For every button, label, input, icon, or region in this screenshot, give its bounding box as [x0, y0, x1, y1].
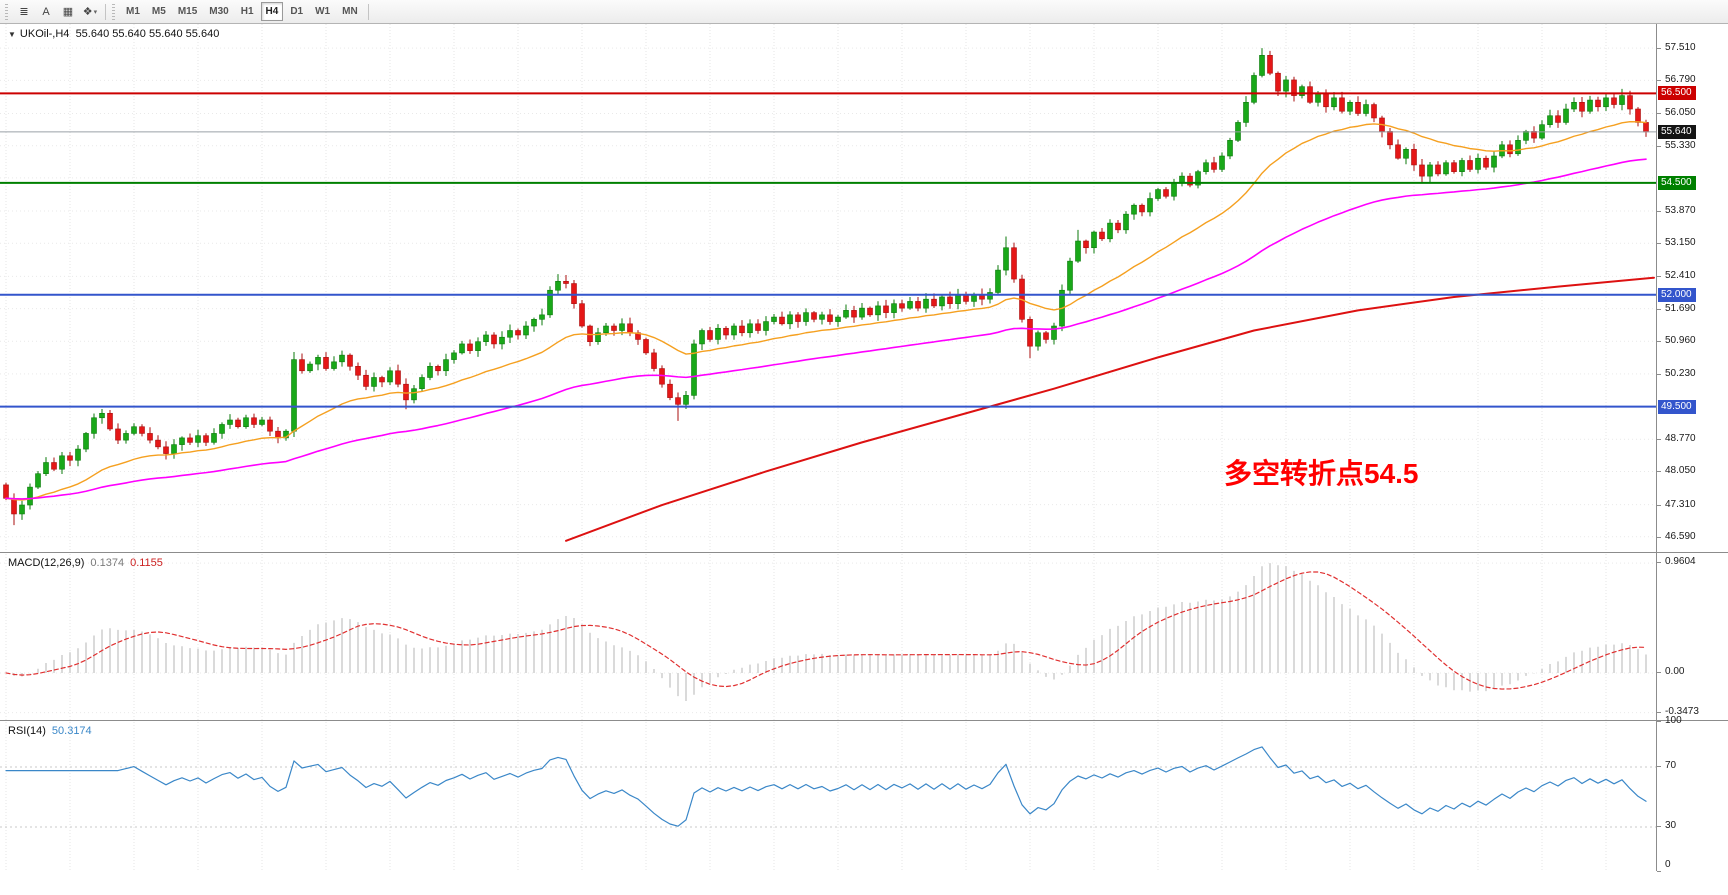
timeframe-buttons: M1 M5 M15 M30 H1 H4 D1 W1 MN	[120, 2, 364, 21]
scale-tick	[1657, 80, 1661, 82]
scale-tick	[1657, 766, 1661, 767]
scale-tick	[1657, 536, 1661, 538]
chart-stack: ▼ UKOil-,H4 55.640 55.640 55.640 55.640 多…	[0, 24, 1728, 895]
scale-tick	[1657, 341, 1661, 343]
timeframe-m30[interactable]: M30	[209, 6, 229, 17]
price-axis-label: 56.050	[1665, 107, 1696, 119]
symbol-label: UKOil-,H4	[19, 28, 70, 40]
timeframe-m1[interactable]: M1	[126, 6, 140, 17]
toolbar-separator	[105, 3, 106, 20]
price-axis-label: 57.510	[1665, 42, 1696, 54]
rsi-name: RSI(14)	[8, 725, 46, 737]
chart-dropdown-icon[interactable]: ▼	[8, 30, 16, 39]
price-tag-52.000: 52.000	[1658, 287, 1696, 302]
macd-scale-label: 0.00	[1665, 665, 1685, 677]
price-tag-49.500: 49.500	[1658, 399, 1696, 414]
scale-separator	[1657, 552, 1728, 553]
macd-signal-value: 0.1155	[130, 557, 163, 569]
toolbar-separator-2	[367, 3, 369, 20]
dropdown-caret-icon: ▾	[93, 8, 98, 16]
macd-svg	[0, 554, 1656, 720]
price-tag-56.500: 56.500	[1658, 86, 1696, 101]
ohlc-label: 55.640 55.640 55.640 55.640	[75, 28, 220, 40]
price-axis-label: 51.690	[1665, 302, 1696, 314]
macd-name: MACD(12,26,9)	[8, 557, 85, 569]
price-axis-label: 50.960	[1665, 335, 1696, 347]
chart-window-icon[interactable]: ▦	[62, 6, 74, 18]
toolbar-grip-2[interactable]	[112, 3, 115, 20]
macd-splitter[interactable]	[0, 550, 1728, 554]
timeframe-m15[interactable]: M15	[177, 6, 198, 17]
scale-tick	[1657, 48, 1661, 50]
main-chart-svg	[0, 24, 1656, 552]
toolbar-grip[interactable]	[5, 3, 8, 20]
rsi-panel[interactable]: RSI(14) 50.3174	[0, 720, 1728, 871]
price-axis-label: 48.770	[1665, 433, 1696, 445]
rsi-svg	[0, 722, 1656, 871]
price-tag-54.500: 54.500	[1658, 175, 1696, 190]
rsi-scale-label: 70	[1665, 760, 1677, 771]
price-axis-label: 48.050	[1665, 465, 1696, 477]
scale-tick	[1657, 671, 1661, 673]
price-axis-label: 53.870	[1665, 205, 1696, 217]
scale-separator	[1657, 720, 1728, 721]
scale-tick	[1657, 113, 1661, 115]
scale-tick	[1657, 721, 1661, 722]
annotation-text: 多空转折点54.5	[1224, 458, 1419, 489]
rsi-scale-label: 0	[1665, 859, 1671, 870]
line-studies-icon[interactable]: ❖ ▾	[82, 6, 98, 18]
macd-scale-label: 0.9604	[1665, 556, 1696, 568]
chart-header: ▼ UKOil-,H4 55.640 55.640 55.640 55.640	[8, 28, 219, 40]
main-chart-panel[interactable]: ▼ UKOil-,H4 55.640 55.640 55.640 55.640 多…	[0, 24, 1728, 552]
macd-indicator-label: MACD(12,26,9) 0.1374 0.1155	[8, 557, 163, 569]
timeframe-d1[interactable]: D1	[290, 6, 304, 17]
scale-tick	[1657, 373, 1661, 375]
scale-tick	[1657, 308, 1661, 310]
scale-tick	[1657, 471, 1661, 473]
top-toolbar: ≣ A ▦ ❖ ▾ M1 M5 M15 M30 H1 H4 D1 W1 MN	[0, 0, 1728, 24]
scale-tick	[1657, 211, 1661, 213]
rsi-value: 50.3174	[51, 725, 92, 737]
timeframe-h1[interactable]: H1	[240, 6, 254, 17]
timeframe-w1[interactable]: W1	[315, 6, 331, 17]
rsi-splitter[interactable]	[0, 718, 1728, 722]
scale-tick	[1657, 439, 1661, 441]
scale-tick	[1657, 562, 1661, 564]
macd-scale-label: -0.3473	[1665, 705, 1699, 717]
text-tool-icon[interactable]: A	[42, 5, 50, 18]
scale-tick	[1657, 243, 1661, 245]
price-tag-55.640: 55.640	[1658, 124, 1696, 139]
rsi-indicator-label: RSI(14) 50.3174	[8, 725, 92, 737]
price-axis-label: 53.150	[1665, 237, 1696, 249]
price-scale[interactable]: 57.510 56.790 56.050 55.330 53.870 53.150 52.4…	[1656, 24, 1728, 872]
price-axis-label: 50.230	[1665, 367, 1696, 379]
timeframe-m5[interactable]: M5	[151, 6, 166, 17]
scale-tick	[1657, 826, 1661, 827]
price-axis-label: 47.310	[1665, 498, 1696, 510]
price-axis-label: 46.590	[1665, 530, 1696, 542]
scale-tick	[1657, 145, 1661, 147]
price-axis-label: 52.410	[1665, 270, 1696, 282]
timeframe-mn[interactable]: MN	[342, 6, 358, 17]
charts-menu-icon[interactable]: ≣	[19, 6, 29, 18]
price-axis-label: 55.330	[1665, 139, 1696, 151]
scale-tick	[1657, 276, 1661, 278]
macd-main-value: 0.1374	[90, 557, 125, 569]
rsi-scale-label: 30	[1665, 820, 1677, 831]
scale-tick	[1657, 711, 1661, 713]
macd-panel[interactable]: MACD(12,26,9) 0.1374 0.1155	[0, 552, 1728, 720]
rsi-scale-label: 100	[1665, 715, 1682, 726]
scale-tick	[1657, 871, 1661, 872]
tool-buttons: ≣ A ▦ ❖ ▾	[13, 2, 101, 22]
timeframe-h4[interactable]: H4	[260, 2, 284, 21]
price-axis-label: 56.790	[1665, 74, 1696, 86]
scale-tick	[1657, 504, 1661, 506]
